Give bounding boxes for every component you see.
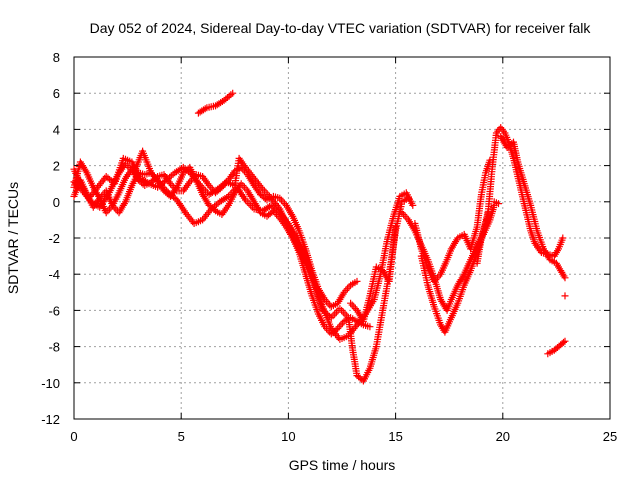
y-tick-label: 2	[53, 159, 60, 174]
y-tick-label: -10	[41, 376, 60, 391]
plus-marker-points	[473, 124, 567, 267]
data-points	[70, 89, 569, 385]
y-tick-label: 4	[53, 122, 60, 137]
plus-marker-points	[490, 198, 502, 208]
x-axis-label: GPS time / hours	[289, 457, 396, 473]
x-tick-label: 15	[388, 429, 402, 444]
y-tick-label: 0	[53, 195, 60, 210]
y-tick-label: 8	[53, 50, 60, 65]
data-track	[490, 198, 502, 208]
data-track	[561, 292, 569, 300]
x-tick-label: 10	[281, 429, 295, 444]
plus-marker-points	[544, 337, 569, 358]
grid-lines	[74, 57, 610, 419]
plus-marker-points	[561, 292, 569, 300]
y-axis-ticks: -12 -10 -8 -6 -4 -2 0 2 4 6 8	[41, 50, 610, 427]
data-track	[411, 156, 494, 285]
x-tick-label: 5	[178, 429, 185, 444]
plus-marker-points	[347, 223, 400, 325]
x-tick-label: 20	[496, 429, 510, 444]
plus-marker-points	[411, 156, 494, 285]
data-track	[497, 133, 569, 282]
x-tick-label: 25	[603, 429, 617, 444]
data-track	[347, 223, 400, 325]
y-tick-label: -6	[48, 303, 60, 318]
y-tick-label: -4	[48, 267, 60, 282]
plus-marker-points	[497, 133, 569, 282]
plus-marker-points	[194, 89, 237, 117]
y-tick-label: -2	[48, 231, 60, 246]
y-tick-label: 6	[53, 86, 60, 101]
x-tick-label: 0	[70, 429, 77, 444]
data-track	[544, 337, 569, 358]
data-track	[473, 124, 567, 267]
data-track	[194, 89, 237, 117]
x-axis-ticks: 0 5 10 15 20 25	[70, 57, 617, 444]
y-tick-label: -12	[41, 412, 60, 427]
y-tick-label: -8	[48, 340, 60, 355]
chart-title: Day 052 of 2024, Sidereal Day-to-day VTE…	[90, 20, 592, 36]
y-axis-label: SDTVAR / TECUs	[5, 182, 21, 294]
